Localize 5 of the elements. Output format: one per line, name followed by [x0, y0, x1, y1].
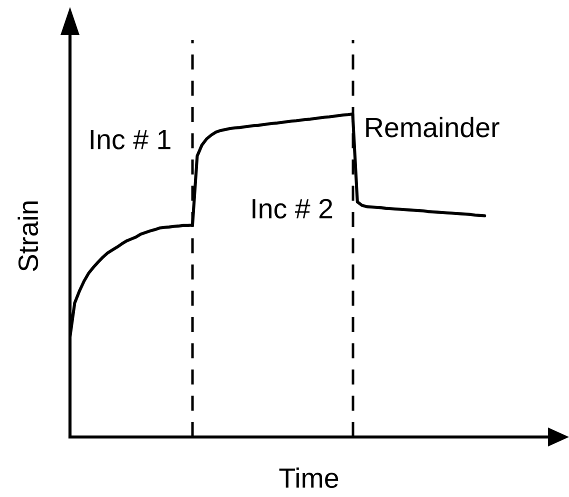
annotation: Remainder: [366, 116, 500, 138]
y-axis-title: Strain: [18, 202, 38, 272]
x-axis-title: Time: [279, 468, 338, 488]
annotation: Inc # 2: [252, 198, 332, 219]
annotation: Inc # 1: [90, 130, 170, 150]
